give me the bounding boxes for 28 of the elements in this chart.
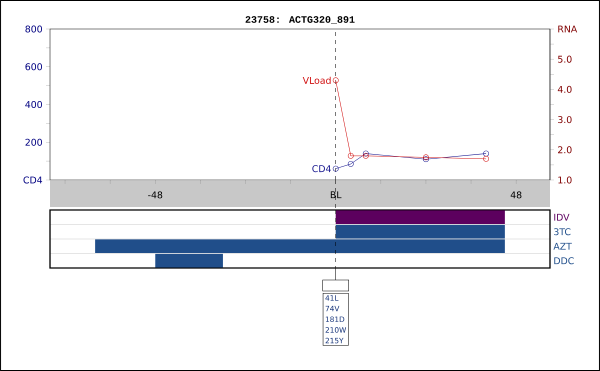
series-label: VLoad xyxy=(302,76,331,84)
x-tick-label: 48 xyxy=(510,191,522,198)
y-tick-label: 3TC xyxy=(554,228,570,236)
series-label: CD4 xyxy=(312,165,331,172)
point xyxy=(332,166,339,172)
y-tick-label: 200 xyxy=(26,138,42,146)
x-tick-label: BL xyxy=(330,191,342,198)
y2-tick-label: RNA xyxy=(558,26,578,32)
chart-title: 23758: ACTG320_891 xyxy=(246,16,355,24)
y2-tick-label: 1.0 xyxy=(558,176,572,184)
y-tick-label: IDV xyxy=(554,214,570,221)
y2-tick-label: 4.0 xyxy=(558,86,572,93)
point xyxy=(483,156,490,162)
y-tick-label: AZT xyxy=(553,242,572,250)
point xyxy=(362,152,369,159)
y-tick-label: 800 xyxy=(25,25,42,33)
y2-tick-label: 5.0 xyxy=(558,56,572,63)
y-tick-label: DDC xyxy=(554,257,574,264)
y-tick-label: CD4 xyxy=(24,176,42,184)
y2-tick-label: 2.0 xyxy=(558,146,572,154)
point xyxy=(348,152,354,159)
y-tick-label: 600 xyxy=(25,63,42,70)
x-tick-label: -48 xyxy=(148,191,162,198)
y-tick-label: 400 xyxy=(25,100,42,108)
point xyxy=(483,150,490,157)
y2-tick-label: 3.0 xyxy=(558,116,572,124)
point xyxy=(332,77,339,84)
point xyxy=(348,161,354,167)
